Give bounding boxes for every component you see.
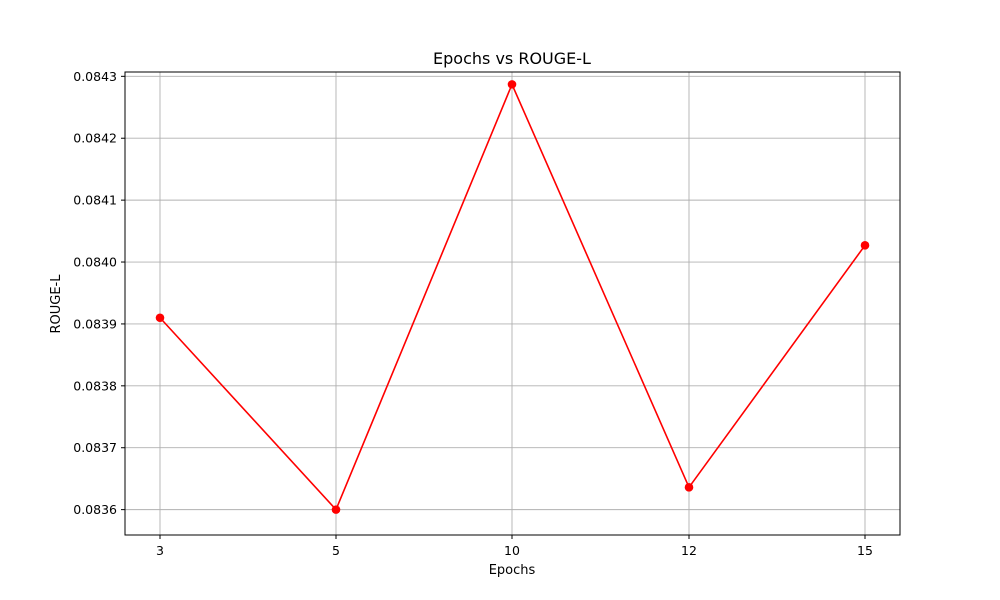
y-tick-label: 0.0836	[73, 502, 117, 517]
x-tick-label: 5	[332, 543, 340, 558]
data-point	[331, 505, 341, 514]
x-tick-label: 15	[857, 543, 873, 558]
y-tick-label: 0.0841	[73, 193, 117, 208]
chart-title: Epochs vs ROUGE-L	[433, 49, 591, 68]
y-tick-label: 0.0838	[73, 378, 117, 393]
x-axis-label: Epochs	[489, 563, 536, 578]
grid	[125, 72, 900, 535]
x-tick-label: 12	[681, 543, 697, 558]
data-point	[155, 313, 165, 323]
x-tick-label: 10	[504, 543, 520, 558]
data-point	[684, 483, 694, 492]
y-tick-label: 0.0839	[73, 316, 117, 331]
series-layer	[155, 80, 870, 514]
plot-area-frame	[124, 71, 901, 536]
axis-ticks: 3 5 10 12 15 0.0836 0.0837 0.0838 0.0839 0.0840 0.…	[73, 69, 873, 558]
y-tick-label: 0.0842	[73, 131, 117, 146]
x-tick-label: 3	[156, 543, 164, 558]
data-point	[507, 80, 517, 89]
y-tick-label: 0.0840	[73, 255, 117, 270]
y-tick-label: 0.0837	[73, 440, 117, 455]
data-point	[860, 241, 870, 250]
y-tick-label: 0.0843	[73, 69, 117, 84]
y-axis-label: ROUGE-L	[49, 274, 64, 334]
